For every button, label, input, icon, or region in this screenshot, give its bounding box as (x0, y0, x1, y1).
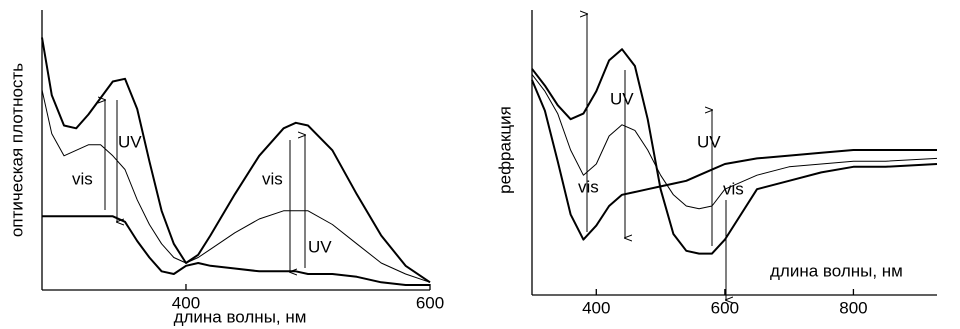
annotation: UV (610, 89, 634, 108)
x-tick-label: 400 (172, 293, 200, 312)
x-axis-label: длина волны, нм (770, 261, 903, 280)
y-axis-label: рефракция (495, 106, 514, 194)
x-tick-label: 800 (839, 298, 867, 317)
data-line (531, 48, 938, 255)
annotation: vis (72, 169, 93, 188)
annotation: UV (697, 132, 721, 151)
data-line (41, 89, 431, 283)
y-axis-label: оптическая плотность (7, 63, 26, 237)
annotation: vis (723, 179, 744, 198)
annotation: UV (118, 132, 142, 151)
arrows (105, 14, 726, 300)
x-axis-label: длина волны, нм (174, 307, 307, 326)
data-line (41, 37, 431, 284)
x-tick-label: 400 (582, 298, 610, 317)
data-line (531, 74, 938, 210)
annotation: vis (262, 169, 283, 188)
x-tick-label: 600 (711, 298, 739, 317)
x-tick-label: 600 (416, 293, 444, 312)
annotation: vis (578, 177, 599, 196)
data-line (42, 215, 430, 286)
data-line (531, 79, 937, 241)
annotation: UV (308, 237, 332, 256)
